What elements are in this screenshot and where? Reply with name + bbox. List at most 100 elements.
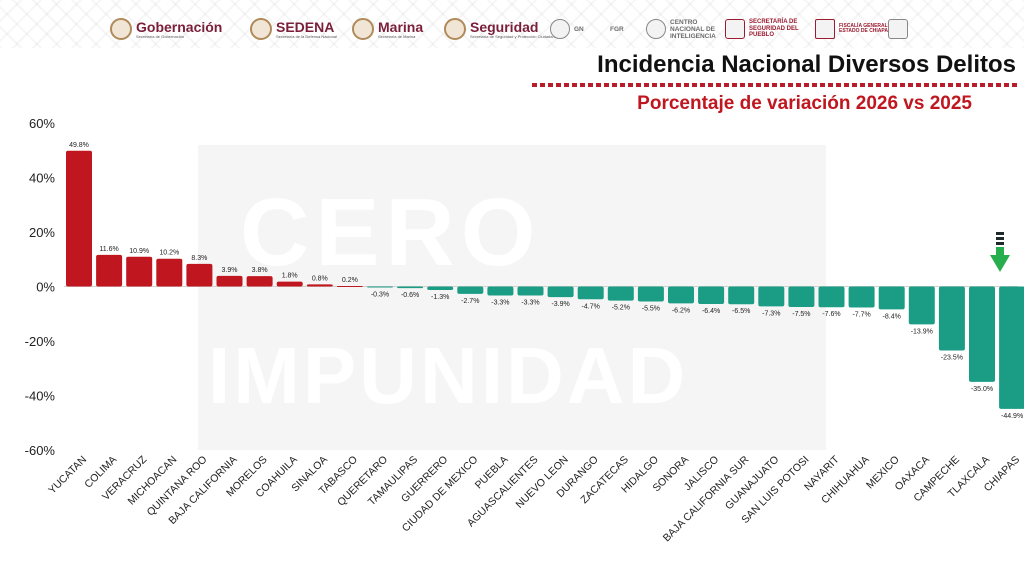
- bar: [216, 275, 243, 287]
- data-label: -8.4%: [883, 313, 901, 320]
- down-arrow-icon: [990, 232, 1010, 272]
- fge-name: FISCALÍA GENERAL DEL ESTADO DE CHIAPAS: [839, 22, 899, 34]
- data-label: 1.8%: [282, 273, 298, 280]
- marina-seal-icon: [352, 18, 374, 40]
- gobernacion-name: Gobernación: [136, 18, 223, 35]
- y-tick-label: 60%: [29, 116, 55, 131]
- cni-name: CENTRO NACIONAL DE INTELIGENCIA: [670, 18, 716, 40]
- data-label: 10.9%: [129, 248, 149, 255]
- bar: [758, 286, 785, 307]
- cni-seal-icon: [646, 19, 666, 39]
- bar: [186, 263, 213, 287]
- marina-name: Marina: [378, 18, 424, 35]
- data-label: -3.3%: [521, 299, 539, 306]
- bar: [607, 286, 634, 301]
- data-label: -1.3%: [431, 294, 449, 301]
- chart-title: Incidencia Nacional Diversos Delitos: [597, 51, 1016, 78]
- chiapas-shield-icon: [888, 19, 908, 39]
- data-label: -3.3%: [491, 299, 509, 306]
- title-decoration: [532, 83, 1020, 87]
- bar: [156, 258, 183, 287]
- data-label: -0.6%: [401, 292, 419, 299]
- bar: [336, 285, 363, 287]
- data-label: -7.7%: [852, 311, 870, 318]
- data-label: -5.5%: [642, 305, 660, 312]
- header-pattern: [0, 0, 1024, 48]
- cni-logo: CENTRO NACIONAL DE INTELIGENCIA: [646, 14, 728, 44]
- gn-logo: GN: [550, 14, 584, 44]
- bar: [999, 286, 1024, 409]
- bar: [878, 286, 905, 310]
- bar: [938, 286, 965, 351]
- sedena-logo: SEDENA Secretaría de la Defensa Nacional: [250, 14, 337, 44]
- data-label: 3.9%: [222, 267, 238, 274]
- ssp-emblem-icon: [725, 19, 745, 39]
- data-label: 0.8%: [312, 275, 328, 282]
- gobernacion-sub: Secretaría de Gobernación: [136, 33, 185, 39]
- bar: [818, 286, 845, 308]
- y-tick-label: -20%: [25, 334, 56, 349]
- bar: [668, 286, 694, 304]
- bar: [487, 286, 514, 296]
- bar: [517, 286, 544, 296]
- bar: [126, 256, 153, 287]
- data-label: -4.7%: [582, 303, 600, 310]
- x-tick-label: YUCATAN: [46, 454, 89, 497]
- watermark-line1: CERO: [240, 179, 542, 286]
- data-label: -7.3%: [762, 310, 780, 317]
- logo-strip: Gobernación Secretaría de Gobernación SE…: [110, 14, 910, 44]
- sedena-sub: Secretaría de la Defensa Nacional: [276, 33, 337, 39]
- sedena-name: SEDENA: [276, 18, 335, 35]
- chiapas-shield-logo: [888, 14, 912, 44]
- y-tick-label: 0%: [36, 280, 55, 295]
- data-label: 3.8%: [252, 267, 268, 274]
- data-label: 10.2%: [159, 250, 179, 257]
- fgr-name: FGR: [610, 25, 624, 33]
- bar: [457, 286, 484, 294]
- bar: [969, 286, 995, 382]
- bar: [96, 254, 123, 287]
- data-label: 11.6%: [99, 246, 118, 253]
- y-tick-label: 40%: [29, 171, 55, 186]
- bar: [728, 286, 755, 305]
- data-label: 49.8%: [69, 142, 89, 149]
- fge-emblem-icon: [815, 19, 835, 39]
- data-label: -13.9%: [911, 328, 933, 335]
- bar: [908, 286, 935, 325]
- data-label: -6.4%: [702, 308, 720, 315]
- data-label: 8.3%: [191, 255, 207, 262]
- bar: [367, 286, 393, 288]
- gobernacion-seal-icon: [110, 18, 132, 40]
- y-tick-label: 20%: [29, 225, 55, 240]
- chart-subtitle: Porcentaje de variación 2026 vs 2025: [637, 93, 972, 114]
- x-tick-label: NUEVO LEON: [514, 454, 571, 511]
- data-label: -2.7%: [461, 298, 479, 305]
- bar: [427, 286, 454, 291]
- data-label: -3.9%: [551, 301, 569, 308]
- seguridad-logo: Seguridad Secretaría de Seguridad y Prot…: [444, 14, 557, 44]
- data-label: -23.5%: [941, 355, 963, 362]
- data-label: -0.3%: [371, 291, 389, 298]
- seguridad-sub: Secretaría de Seguridad y Protección Ciu…: [470, 33, 557, 39]
- sedena-seal-icon: [250, 18, 272, 40]
- marina-logo: Marina Secretaría de Marina: [352, 14, 423, 44]
- bar: [276, 281, 303, 287]
- data-label: 0.2%: [342, 277, 358, 284]
- ssp-logo: SECRETARÍA DE SEGURIDAD DEL PUEBLO: [725, 14, 811, 44]
- bar: [397, 286, 424, 289]
- data-label: -7.6%: [822, 311, 840, 318]
- data-label: -44.9%: [1001, 413, 1023, 420]
- bar: [246, 276, 273, 287]
- gn-name: GN: [574, 25, 584, 33]
- ssp-name: SECRETARÍA DE SEGURIDAD DEL PUEBLO: [749, 19, 799, 39]
- y-tick-label: -60%: [25, 443, 56, 458]
- bar: [577, 286, 604, 300]
- bar: [306, 284, 333, 287]
- gn-seal-icon: [550, 19, 570, 39]
- bar: [547, 286, 574, 298]
- data-label: -7.5%: [792, 311, 810, 318]
- data-label: -35.0%: [971, 386, 993, 393]
- data-label: -5.2%: [612, 305, 630, 312]
- seguridad-seal-icon: [444, 18, 466, 40]
